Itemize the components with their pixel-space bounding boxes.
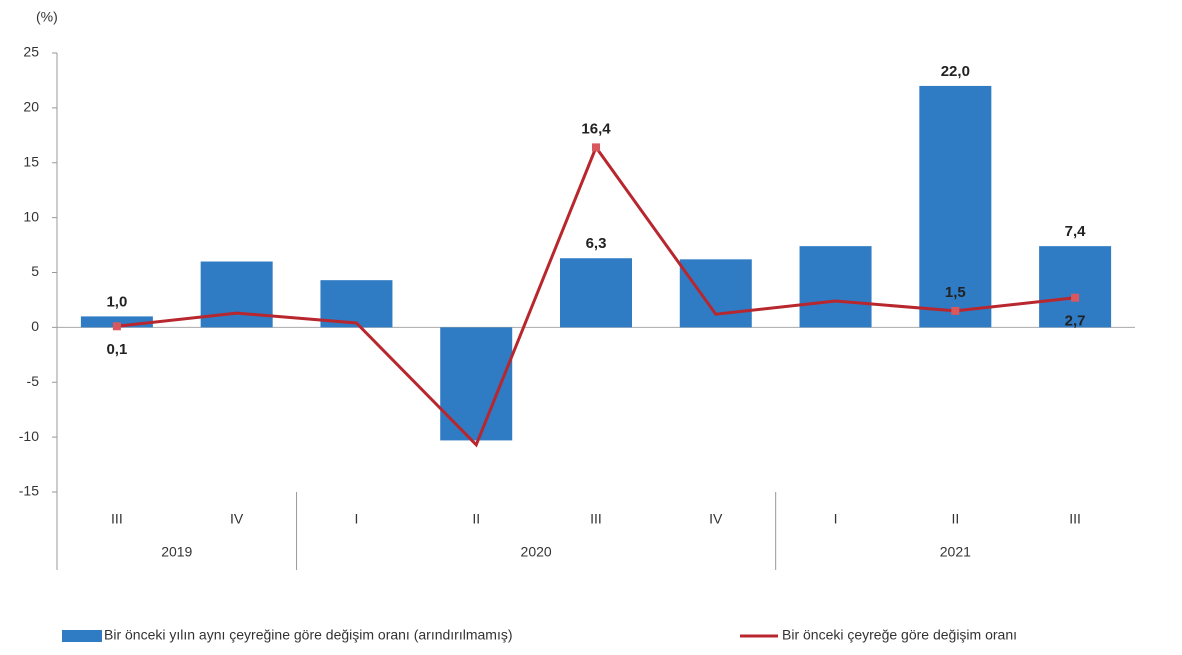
x-tick-label: II [472, 511, 480, 527]
legend-label: Bir önceki yılın aynı çeyreğine göre değ… [104, 627, 513, 643]
line-value-label: 2,7 [1065, 313, 1086, 330]
x-tick-label: III [590, 511, 602, 527]
x-tick-label: IV [230, 511, 244, 527]
bar-value-label: 1,0 [106, 293, 127, 310]
y-axis-label: (%) [36, 9, 58, 25]
x-group-label: 2021 [940, 544, 971, 560]
y-tick-label: -15 [19, 483, 39, 499]
x-tick-label: I [354, 511, 358, 527]
x-group-label: 2020 [521, 544, 552, 560]
line-marker [1071, 293, 1080, 302]
y-tick-label: -5 [27, 373, 40, 389]
bar [200, 261, 273, 328]
bar [919, 85, 992, 328]
line-marker [112, 322, 121, 331]
bar-value-label: 7,4 [1065, 223, 1087, 240]
y-tick-label: -10 [19, 428, 39, 444]
line-value-label: 1,5 [945, 284, 966, 301]
x-tick-label: III [1069, 511, 1081, 527]
bar-value-label: 22,0 [941, 63, 970, 80]
y-tick-label: 15 [23, 153, 39, 169]
y-tick-label: 0 [31, 318, 39, 334]
bar [560, 258, 632, 328]
x-tick-label: IV [709, 511, 723, 527]
bar [679, 259, 752, 328]
line-marker [951, 306, 960, 315]
legend-swatch [62, 630, 102, 642]
bar [799, 246, 872, 328]
x-tick-label: III [111, 511, 123, 527]
y-tick-label: 25 [23, 44, 39, 60]
x-tick-label: II [951, 511, 959, 527]
y-tick-label: 20 [23, 99, 39, 115]
line-value-label: 0,1 [106, 341, 127, 358]
bar [80, 316, 153, 328]
legend-label: Bir önceki çeyreğe göre değişim oranı [782, 627, 1017, 643]
x-tick-label: I [834, 511, 838, 527]
line-value-label: 16,4 [581, 120, 611, 137]
bar-value-label: 6,3 [586, 235, 607, 252]
y-tick-label: 5 [31, 263, 39, 279]
x-group-label: 2019 [161, 544, 192, 560]
bar [1039, 246, 1112, 328]
y-tick-label: 10 [23, 208, 39, 224]
line-marker [592, 143, 600, 152]
